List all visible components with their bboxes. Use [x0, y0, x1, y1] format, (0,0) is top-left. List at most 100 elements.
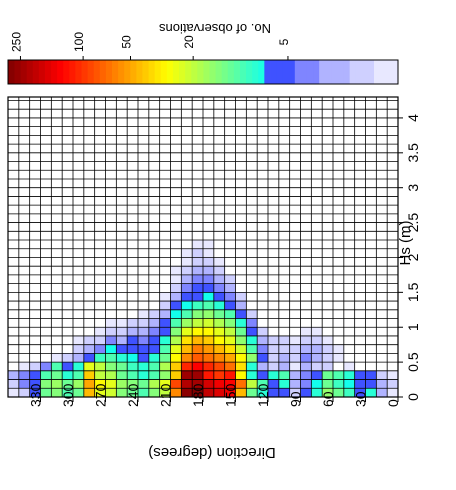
colorbar-swatch	[385, 60, 393, 84]
colorbar-swatch	[355, 60, 362, 84]
heatmap-cell	[181, 248, 193, 258]
colorbar-swatch	[373, 60, 381, 84]
heatmap-cell	[224, 370, 236, 380]
heatmap-cell	[213, 353, 225, 363]
heatmap-cell	[268, 379, 279, 389]
heatmap-cell	[192, 370, 203, 380]
heatmap-cell	[213, 362, 225, 371]
heatmap-cell	[268, 388, 279, 397]
colorbar-swatch	[343, 60, 350, 84]
heatmap-cell	[40, 388, 52, 397]
heatmap-cell	[51, 379, 63, 389]
heatmap-cell	[116, 370, 128, 380]
heatmap-cell	[170, 266, 182, 275]
heatmap-cell	[138, 327, 149, 336]
heatmap-cell	[181, 379, 193, 389]
colorbar-swatch	[129, 60, 137, 84]
heatmap-cell	[235, 309, 247, 319]
y-tick-label: 120	[255, 383, 271, 407]
colorbar-swatch	[32, 60, 39, 84]
heatmap-cell	[170, 274, 182, 284]
colorbar-swatch	[288, 60, 295, 84]
heatmap-cell	[224, 344, 236, 354]
heatmap-cell	[94, 388, 106, 397]
heatmap-cell	[148, 362, 160, 371]
heatmap-cell	[127, 362, 138, 371]
heatmap-cell	[192, 283, 203, 293]
heatmap-cell	[116, 344, 128, 354]
heatmap-cell	[322, 344, 333, 354]
heatmap-cell	[235, 335, 247, 345]
heatmap-cell	[213, 370, 225, 380]
heatmap-cell	[127, 335, 138, 345]
heatmap-cell	[73, 335, 84, 345]
heatmap-cell	[18, 370, 30, 380]
x-tick-label: 0.5	[405, 352, 421, 372]
heatmap-cell	[62, 353, 73, 363]
heatmap-cell	[148, 379, 160, 389]
heatmap-cell	[235, 344, 247, 354]
heatmap-cell	[203, 353, 214, 363]
colorbar-swatch	[160, 60, 167, 84]
heatmap-cell	[170, 370, 182, 380]
heatmap-cell	[192, 248, 203, 258]
heatmap-cell	[116, 335, 128, 345]
heatmap-cell	[246, 362, 258, 371]
heatmap-cell	[224, 379, 236, 389]
colorbar-swatch	[349, 60, 356, 84]
colorbar-swatch	[178, 60, 186, 84]
colorbar-swatch	[99, 60, 106, 84]
heatmap-cell	[311, 362, 323, 371]
heatmap-cell	[300, 370, 312, 380]
heatmap-cell	[181, 292, 193, 302]
colorbar-swatch	[172, 60, 180, 84]
heatmap-cell	[181, 362, 193, 371]
heatmap-cell	[51, 353, 63, 363]
colorbar-tick-label: 5	[277, 38, 291, 45]
colorbar-swatch	[68, 60, 76, 84]
heatmap-cell	[192, 344, 203, 354]
heatmap-cell	[203, 257, 214, 267]
x-tick-label: 2	[405, 253, 421, 261]
heatmap-cell	[300, 388, 312, 397]
heatmap-cell	[203, 309, 214, 319]
heatmap-cell	[192, 309, 203, 319]
heatmap-cell	[192, 353, 203, 363]
heatmap-cell	[246, 344, 258, 354]
heatmap-cell	[213, 266, 225, 275]
heatmap-cell	[127, 327, 138, 336]
heatmap-cell	[170, 379, 182, 389]
heatmap-cell	[365, 370, 377, 380]
heatmap-cell	[73, 388, 84, 397]
heatmap-cell	[73, 379, 84, 389]
colorbar-swatch	[203, 60, 210, 84]
heatmap-cell	[159, 388, 171, 397]
colorbar-swatch	[330, 60, 338, 84]
heatmap-cell	[322, 388, 333, 397]
heatmap-cell	[235, 318, 247, 328]
heatmap-cell	[278, 335, 290, 345]
heatmap-cell	[300, 344, 312, 354]
heatmap-cell	[127, 379, 138, 389]
heatmap-cell	[354, 370, 366, 380]
heatmap-cell	[62, 388, 73, 397]
heatmap-cell	[192, 318, 203, 328]
y-tick-label: 0	[385, 399, 401, 407]
heatmap-cell	[170, 327, 182, 336]
heatmap-cell	[29, 379, 41, 389]
colorbar-swatch	[93, 60, 100, 84]
heatmap-cell	[213, 257, 225, 267]
heatmap-cell	[343, 370, 355, 380]
heatmap-cell	[213, 283, 225, 293]
heatmap-cell	[235, 362, 247, 371]
x-tick-label: 1.5	[405, 282, 421, 302]
colorbar-group: 250 100 50 20 5	[7, 32, 399, 85]
heatmap-cell	[224, 283, 236, 293]
heatmap-cell	[203, 240, 214, 249]
heatmap-cell	[224, 353, 236, 363]
colorbar-swatch	[190, 60, 198, 84]
heatmap-cell	[83, 388, 95, 397]
colorbar-swatch	[105, 60, 112, 84]
heatmap-cell	[170, 335, 182, 345]
heatmap-cell	[62, 379, 73, 389]
